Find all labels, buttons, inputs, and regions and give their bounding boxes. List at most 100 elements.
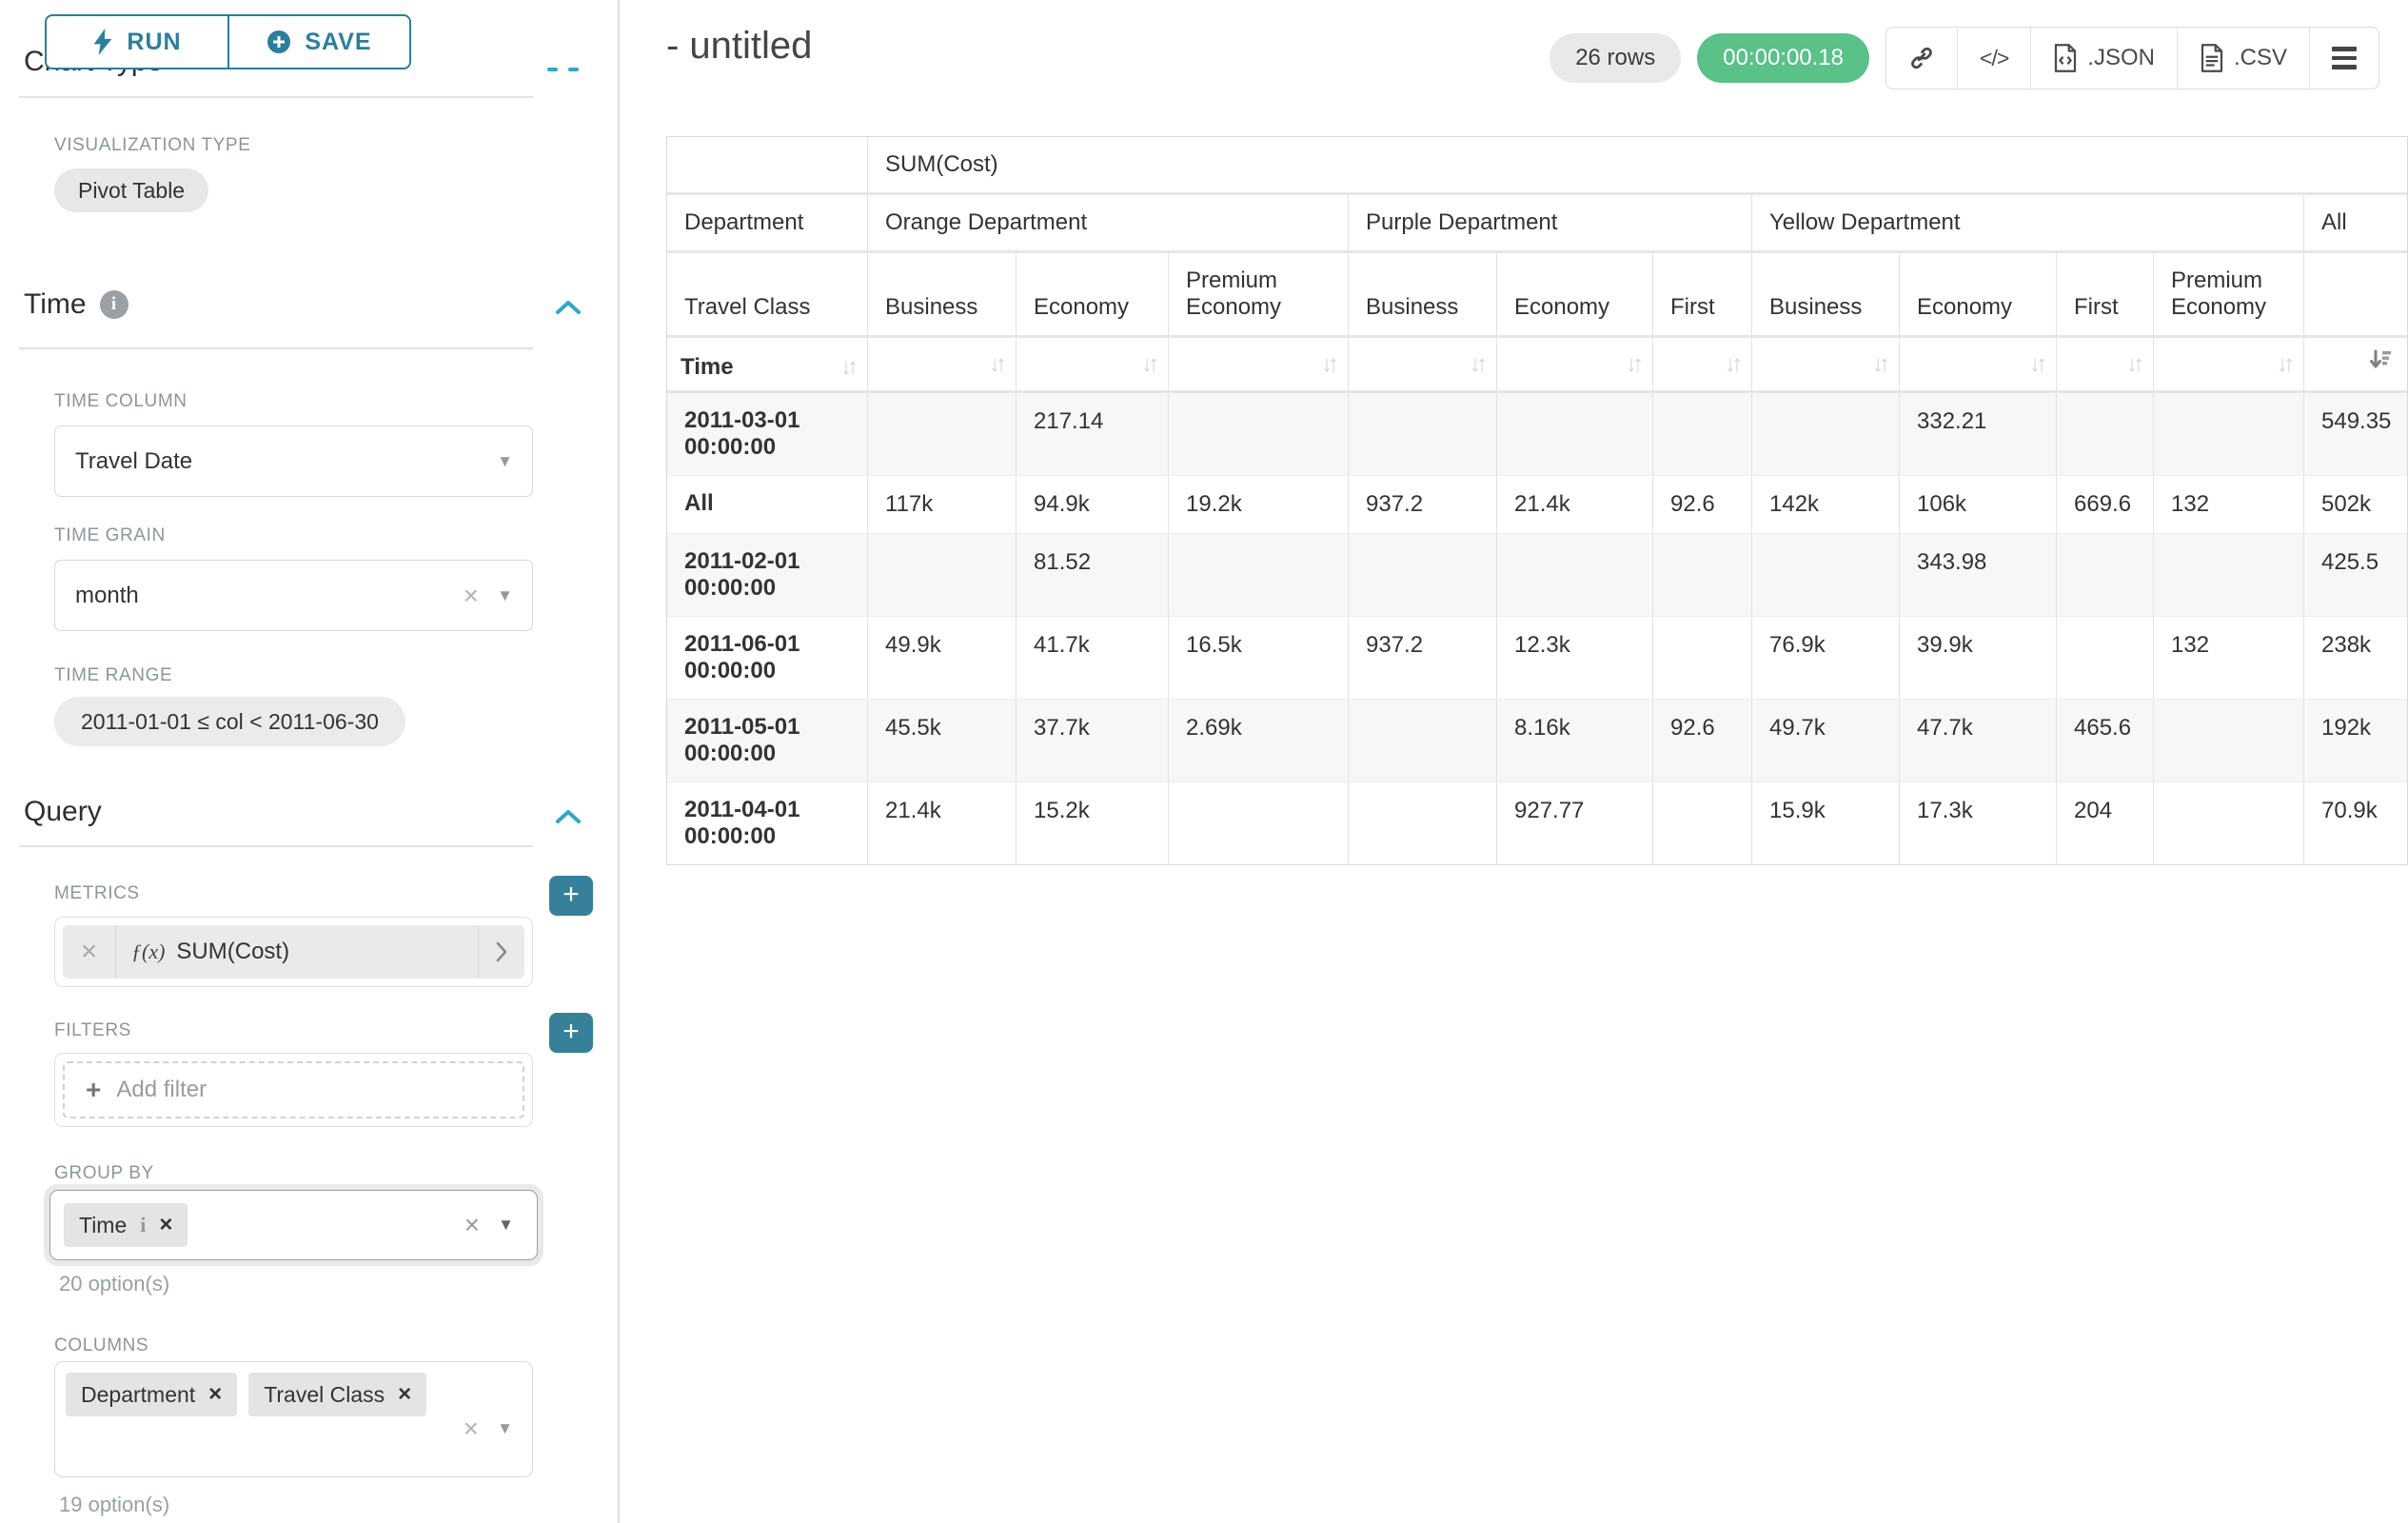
pivot-value-cell: 92.6 [1653,700,1752,782]
sort-icon[interactable]: ↓↑ [2029,350,2047,377]
pivot-value-cell [2154,700,2304,782]
pivot-value-cell: 15.2k [1016,782,1169,864]
travel-class-corner-cell: Travel Class [667,253,868,338]
metric-pill[interactable]: × ƒ(x) SUM(Cost) [63,925,524,979]
pivot-value-cell [868,534,1016,617]
clear-icon[interactable]: × [464,1210,480,1239]
panel-divider[interactable] [618,0,620,1523]
add-filter-button[interactable]: + Add filter [63,1061,524,1118]
sort-icon[interactable]: ↓↑ [1626,350,1644,377]
sort-descending-active-icon[interactable] [2367,347,2394,374]
sort-icon[interactable]: ↓↑ [1321,350,1339,377]
clear-icon[interactable]: × [463,1414,479,1443]
group-by-tag: Time i × [64,1203,188,1247]
columns-options-hint: 19 option(s) [59,1493,170,1516]
travel-class-header: Premium Economy [1169,253,1349,338]
sort-cell: ↓↑ [2057,338,2154,393]
department-group-header: Orange Department [868,195,1349,253]
page-title[interactable]: - untitled [666,25,813,67]
menu-button[interactable] [2309,28,2378,89]
info-icon: i [99,290,128,319]
department-group-header: Yellow Department [1752,195,2304,253]
pivot-value-cell [1653,393,1752,476]
pivot-value-cell: 192k [2304,700,2408,782]
row-label-cell: All [667,476,868,534]
sort-icon[interactable]: ↓↑ [1725,350,1743,377]
pivot-value-cell [1653,617,1752,700]
time-section-collapse-icon[interactable] [555,300,582,315]
time-range-pill[interactable]: 2011-01-01 ≤ col < 2011-06-30 [54,697,405,746]
columns-select[interactable]: Department × Travel Class × × ▼ [54,1361,533,1477]
tag-close-icon[interactable]: × [208,1381,223,1407]
json-file-icon [2055,44,2077,72]
department-corner-cell: Department [667,195,868,253]
plus-icon: + [86,1075,102,1104]
pivot-value-cell: 45.5k [868,700,1016,782]
metrics-container: × ƒ(x) SUM(Cost) [54,917,533,987]
header-controls: 26 rows 00:00:00.18 </> [1549,27,2379,89]
share-link-button[interactable] [1886,28,1957,89]
caret-down-icon[interactable]: ▼ [497,451,513,470]
divider [19,845,533,847]
time-grain-select[interactable]: month × ▼ [54,560,533,631]
pivot-value-cell: 8.16k [1497,700,1653,782]
function-icon: ƒ(x) [131,940,166,963]
pivot-value-cell: 49.9k [868,617,1016,700]
metric-header-cell: SUM(Cost) [868,137,2408,195]
pivot-value-cell [1349,782,1497,864]
group-by-select[interactable]: Time i × × ▼ [49,1190,538,1260]
chevron-right-icon[interactable] [479,925,524,979]
code-icon: </> [1980,45,2009,70]
sort-icon[interactable]: ↓↑ [1470,350,1488,377]
pivot-value-cell [1497,393,1653,476]
pivot-header-row: Department Orange Department Purple Depart… [667,195,2408,253]
sort-icon[interactable]: ↓↑ [840,354,859,380]
pivot-value-cell: 16.5k [1169,617,1349,700]
control-panel-sidebar: Chart Type RUN SAVE VISUALIZATION TYPE P… [0,0,619,1523]
travel-class-header: Business [1349,253,1497,338]
sort-icon[interactable]: ↓↑ [989,350,1007,377]
export-csv-button[interactable]: .CSV [2176,28,2309,89]
time-sort-corner-cell: Time ↓↑ [667,338,868,393]
time-grain-label: TIME GRAIN [54,525,166,545]
viz-type-label: VISUALIZATION TYPE [54,135,251,155]
query-timer-badge: 00:00:00.18 [1697,33,1870,83]
pivot-value-cell: 81.52 [1016,534,1169,617]
time-section-heading: Time i [24,288,128,321]
lightning-bolt-icon [94,29,112,55]
clear-icon[interactable]: × [463,580,479,610]
row-label-cell: 2011-03-01 00:00:00 [667,393,868,476]
caret-down-icon[interactable]: ▼ [498,1216,514,1234]
sort-icon[interactable]: ↓↑ [2277,350,2295,377]
pivot-value-cell: 21.4k [868,782,1016,864]
viz-type-pill[interactable]: Pivot Table [54,168,209,212]
export-json-button[interactable]: .JSON [2030,28,2177,89]
row-label-cell: 2011-06-01 00:00:00 [667,617,868,700]
pivot-value-cell: 669.6 [2057,476,2154,534]
tag-close-icon[interactable]: × [398,1381,412,1407]
query-section-heading: Query [24,796,102,827]
add-metric-button[interactable]: + [549,876,593,916]
time-column-label: TIME COLUMN [54,391,188,411]
pivot-value-cell [1653,782,1752,864]
sort-icon[interactable]: ↓↑ [1141,350,1159,377]
embed-code-button[interactable]: </> [1957,28,2030,89]
pivot-value-cell [2154,534,2304,617]
sort-icon[interactable]: ↓↑ [1872,350,1890,377]
caret-down-icon[interactable]: ▼ [497,585,513,604]
query-section-collapse-icon[interactable] [555,809,582,824]
sort-icon[interactable]: ↓↑ [2126,350,2144,377]
caret-down-icon[interactable]: ▼ [497,1419,513,1437]
sort-cell: ↓↑ [1752,338,1900,393]
pivot-value-cell: 47.7k [1900,700,2057,782]
add-filter-plus-button[interactable]: + [549,1013,593,1053]
remove-metric-icon[interactable]: × [63,925,116,979]
pivot-value-cell [1497,534,1653,617]
tag-close-icon[interactable]: × [159,1212,173,1237]
save-button[interactable]: SAVE [228,14,411,69]
sort-cell: ↓↑ [1349,338,1497,393]
pivot-data-row: 2011-05-01 00:00:00 45.5k 37.7k 2.69k 8.16k 9… [667,700,2408,782]
run-button[interactable]: RUN [45,14,228,69]
time-column-select[interactable]: Travel Date ▼ [54,425,533,497]
columns-tag: Travel Class × [248,1373,427,1416]
